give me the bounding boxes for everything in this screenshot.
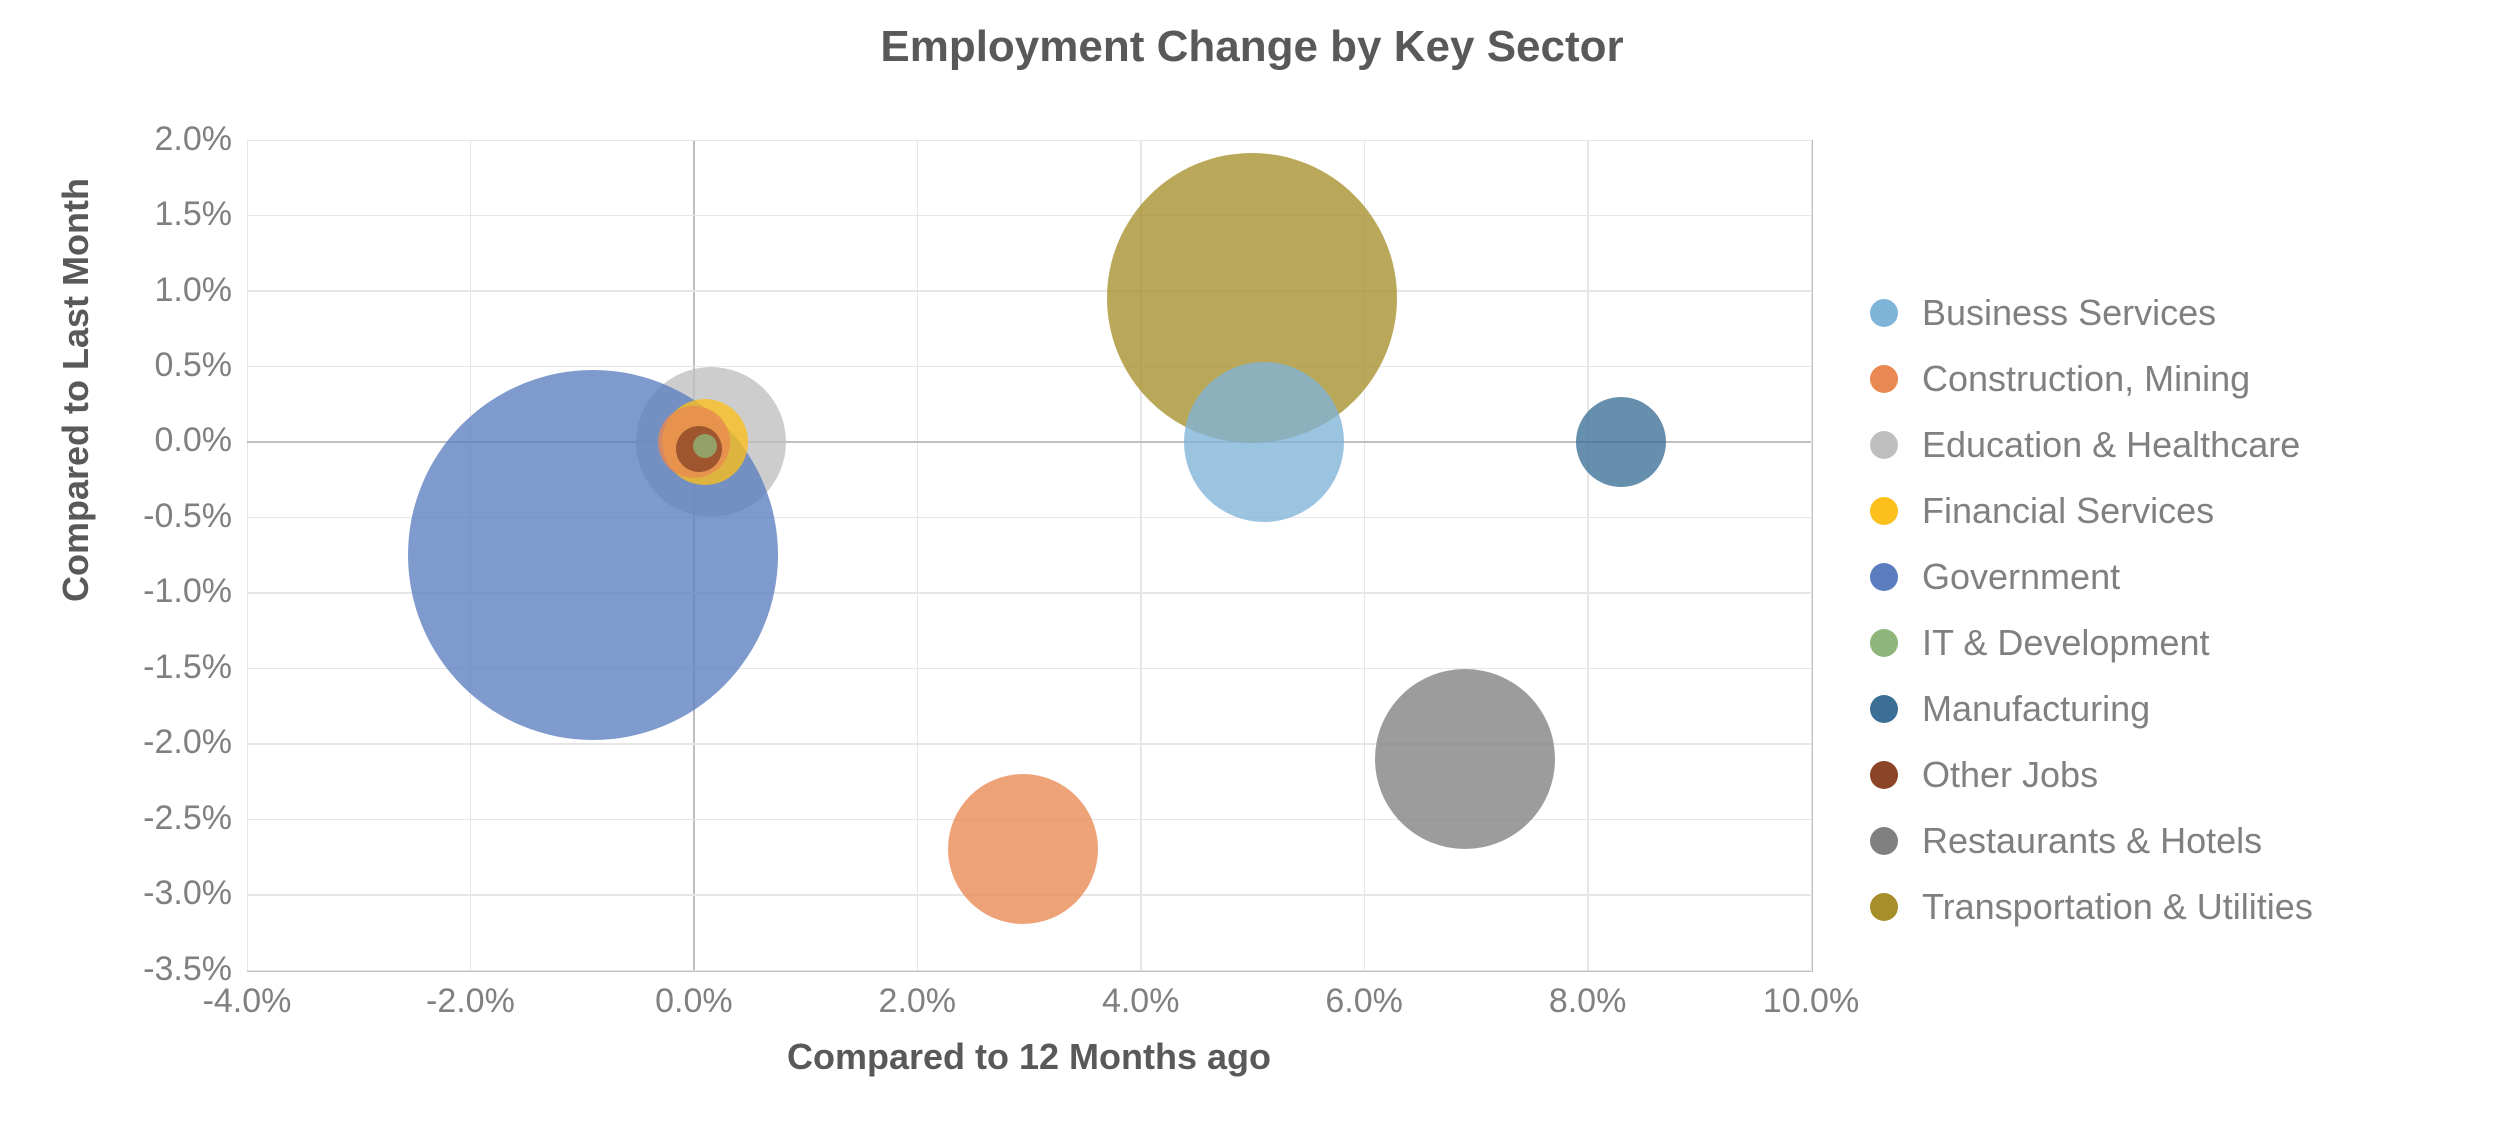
- legend-item: Education & Healthcare: [1870, 412, 2313, 478]
- legend-label: Construction, Mining: [1922, 358, 2250, 400]
- x-tick-label: 10.0%: [1731, 982, 1891, 1021]
- y-tick-label: -1.0%: [102, 572, 232, 611]
- legend-label: Government: [1922, 556, 2120, 598]
- legend-item: Transportation & Utilities: [1870, 874, 2313, 940]
- chart-container: Employment Change by Key Sector Compared…: [0, 0, 2504, 1143]
- y-tick-label: 0.0%: [102, 421, 232, 460]
- legend-item: Other Jobs: [1870, 742, 2313, 808]
- legend-swatch-icon: [1870, 431, 1898, 459]
- x-axis-label: Compared to 12 Months ago: [247, 1036, 1811, 1078]
- x-gridline: [1587, 140, 1589, 970]
- bubble-it-development: [693, 434, 717, 458]
- legend-item: Financial Services: [1870, 478, 2313, 544]
- x-tick-label: -2.0%: [390, 982, 550, 1021]
- legend-swatch-icon: [1870, 761, 1898, 789]
- y-tick-label: 2.0%: [102, 120, 232, 159]
- x-tick-label: 8.0%: [1508, 982, 1668, 1021]
- y-gridline: [247, 970, 1811, 972]
- x-tick-label: 2.0%: [837, 982, 997, 1021]
- y-tick-label: 0.5%: [102, 346, 232, 385]
- legend-label: Other Jobs: [1922, 754, 2098, 796]
- x-gridline: [917, 140, 919, 970]
- legend-item: Restaurants & Hotels: [1870, 808, 2313, 874]
- y-gridline: [247, 140, 1811, 142]
- y-tick-label: -3.5%: [102, 950, 232, 989]
- legend-item: Government: [1870, 544, 2313, 610]
- legend-label: Business Services: [1922, 292, 2216, 334]
- chart-title: Employment Change by Key Sector: [0, 22, 2504, 72]
- y-tick-label: 1.5%: [102, 195, 232, 234]
- legend-item: Construction, Mining: [1870, 346, 2313, 412]
- legend-swatch-icon: [1870, 827, 1898, 855]
- legend-swatch-icon: [1870, 365, 1898, 393]
- legend-item: Business Services: [1870, 280, 2313, 346]
- legend-label: Education & Healthcare: [1922, 424, 2300, 466]
- y-gridline: [247, 743, 1811, 745]
- bubble-construction-mining: [948, 774, 1098, 924]
- legend-swatch-icon: [1870, 299, 1898, 327]
- bubble-restaurants-hotels: [1375, 669, 1555, 849]
- legend-label: Manufacturing: [1922, 688, 2150, 730]
- y-tick-label: -2.0%: [102, 723, 232, 762]
- legend-label: Restaurants & Hotels: [1922, 820, 2262, 862]
- bubble-manufacturing: [1576, 397, 1666, 487]
- x-tick-label: 4.0%: [1061, 982, 1221, 1021]
- bubble-business-services: [1184, 362, 1344, 522]
- legend-swatch-icon: [1870, 893, 1898, 921]
- x-tick-label: 6.0%: [1284, 982, 1444, 1021]
- legend-label: IT & Development: [1922, 622, 2209, 664]
- legend-label: Transportation & Utilities: [1922, 886, 2313, 928]
- x-gridline: [1811, 140, 1813, 970]
- x-gridline: [247, 140, 249, 970]
- y-tick-label: -0.5%: [102, 497, 232, 536]
- y-tick-label: -3.0%: [102, 874, 232, 913]
- legend-item: Manufacturing: [1870, 676, 2313, 742]
- legend-swatch-icon: [1870, 563, 1898, 591]
- legend-swatch-icon: [1870, 497, 1898, 525]
- legend-swatch-icon: [1870, 629, 1898, 657]
- y-gridline: [247, 290, 1811, 292]
- legend-label: Financial Services: [1922, 490, 2214, 532]
- y-tick-label: 1.0%: [102, 271, 232, 310]
- y-axis-label: Compared to Last Month: [55, 0, 97, 805]
- legend-swatch-icon: [1870, 695, 1898, 723]
- legend: Business Services Construction, Mining Edu…: [1870, 280, 2313, 940]
- legend-item: IT & Development: [1870, 610, 2313, 676]
- x-tick-label: 0.0%: [614, 982, 774, 1021]
- y-gridline: [247, 215, 1811, 217]
- y-gridline: [247, 366, 1811, 368]
- y-tick-label: -1.5%: [102, 648, 232, 687]
- y-tick-label: -2.5%: [102, 799, 232, 838]
